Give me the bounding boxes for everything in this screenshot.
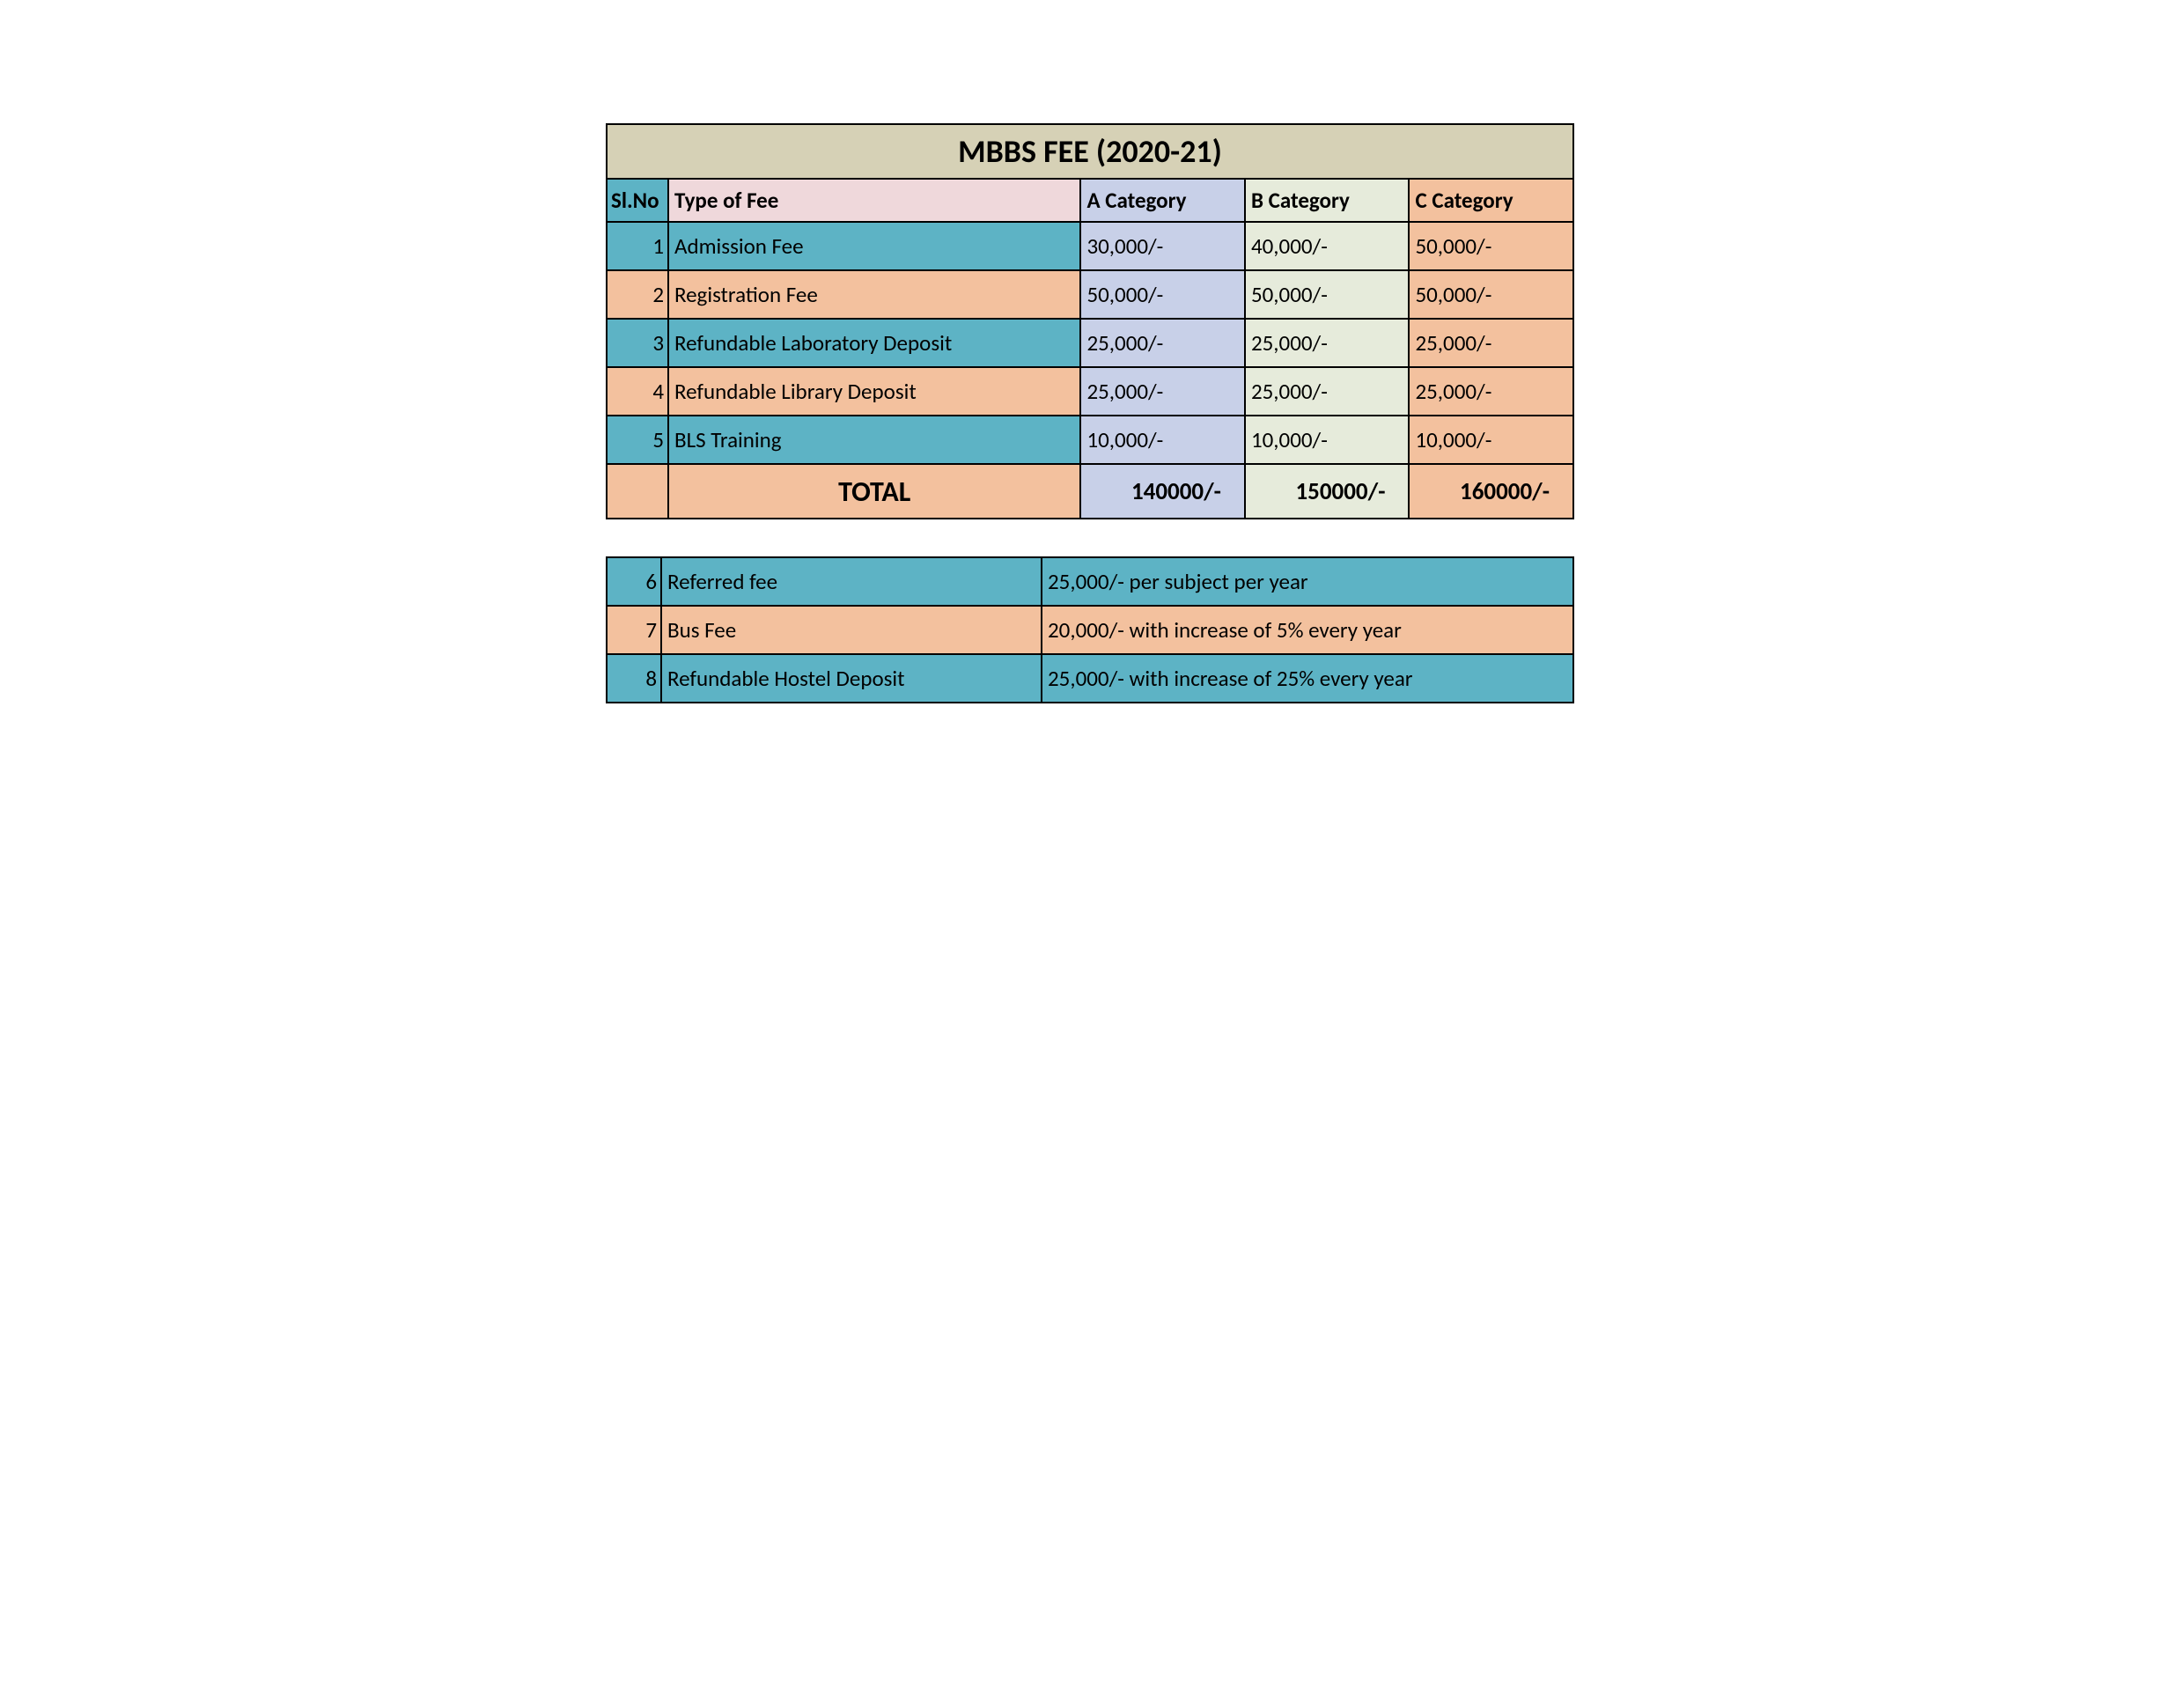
row-type: Refundable Hostel Deposit [661,654,1042,703]
total-label: TOTAL [668,464,1080,519]
row-type: BLS Training [668,416,1080,464]
total-cat-c: 160000/- [1409,464,1573,519]
row-no: 4 [607,367,668,416]
header-row: Sl.No Type of Fee A Category B Category … [607,179,1573,222]
row-cat-a: 50,000/- [1080,270,1245,319]
total-cat-b: 150000/- [1245,464,1410,519]
row-cat-a: 30,000/- [1080,222,1245,270]
row-cat-c: 25,000/- [1409,319,1573,367]
fee-table-secondary: 6 Referred fee 25,000/- per subject per … [606,556,1574,703]
row-desc: 20,000/- with increase of 5% every year [1042,606,1573,654]
row-cat-b: 50,000/- [1245,270,1410,319]
fee-table-main: MBBS FEE (2020-21) Sl.No Type of Fee A C… [606,123,1574,519]
row-no: 2 [607,270,668,319]
row-cat-c: 25,000/- [1409,367,1573,416]
table-row: 2 Registration Fee 50,000/- 50,000/- 50,… [607,270,1573,319]
table-row: 7 Bus Fee 20,000/- with increase of 5% e… [607,606,1573,654]
header-cat-c: C Category [1409,179,1573,222]
header-cat-a: A Category [1080,179,1245,222]
table-row: 8 Refundable Hostel Deposit 25,000/- wit… [607,654,1573,703]
row-no: 8 [607,654,661,703]
row-cat-b: 25,000/- [1245,367,1410,416]
row-cat-a: 10,000/- [1080,416,1245,464]
row-type: Refundable Library Deposit [668,367,1080,416]
header-type: Type of Fee [668,179,1080,222]
row-no: 6 [607,557,661,606]
row-type: Refundable Laboratory Deposit [668,319,1080,367]
fee-tables-container: MBBS FEE (2020-21) Sl.No Type of Fee A C… [606,123,1574,703]
row-cat-c: 10,000/- [1409,416,1573,464]
row-cat-b: 10,000/- [1245,416,1410,464]
row-type: Bus Fee [661,606,1042,654]
table-row: 5 BLS Training 10,000/- 10,000/- 10,000/… [607,416,1573,464]
row-cat-c: 50,000/- [1409,222,1573,270]
total-cat-a: 140000/- [1080,464,1245,519]
row-no: 1 [607,222,668,270]
total-blank [607,464,668,519]
header-slno: Sl.No [607,179,668,222]
row-type: Referred fee [661,557,1042,606]
title-row: MBBS FEE (2020-21) [607,124,1573,179]
row-cat-b: 25,000/- [1245,319,1410,367]
row-no: 3 [607,319,668,367]
row-no: 5 [607,416,668,464]
row-desc: 25,000/- per subject per year [1042,557,1573,606]
row-cat-a: 25,000/- [1080,367,1245,416]
row-no: 7 [607,606,661,654]
row-desc: 25,000/- with increase of 25% every year [1042,654,1573,703]
table-row: 4 Refundable Library Deposit 25,000/- 25… [607,367,1573,416]
table-title: MBBS FEE (2020-21) [607,124,1573,179]
table-row: 1 Admission Fee 30,000/- 40,000/- 50,000… [607,222,1573,270]
table-row: 3 Refundable Laboratory Deposit 25,000/-… [607,319,1573,367]
row-type: Registration Fee [668,270,1080,319]
total-row: TOTAL 140000/- 150000/- 160000/- [607,464,1573,519]
row-cat-a: 25,000/- [1080,319,1245,367]
row-cat-c: 50,000/- [1409,270,1573,319]
header-cat-b: B Category [1245,179,1410,222]
row-cat-b: 40,000/- [1245,222,1410,270]
table-row: 6 Referred fee 25,000/- per subject per … [607,557,1573,606]
row-type: Admission Fee [668,222,1080,270]
